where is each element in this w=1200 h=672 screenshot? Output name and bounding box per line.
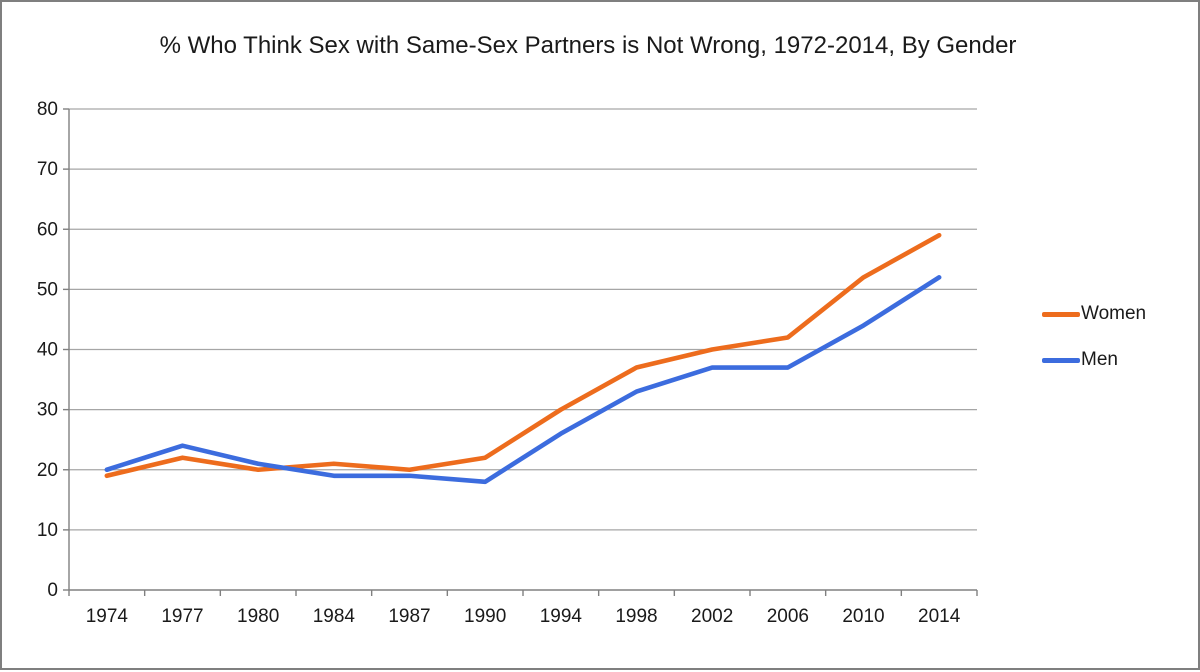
series-line-women xyxy=(104,232,942,479)
x-axis-label-1977: 1977 xyxy=(161,606,203,627)
y-axis-label-30: 30 xyxy=(37,400,58,421)
y-axis-label-10: 10 xyxy=(37,520,58,541)
y-axis-label-0: 0 xyxy=(47,580,58,601)
y-axis-label-70: 70 xyxy=(37,159,58,180)
y-axis-label-40: 40 xyxy=(37,340,58,361)
y-axis-label-60: 60 xyxy=(37,219,58,240)
legend-item-men: Men xyxy=(1042,349,1146,371)
y-axis-label-50: 50 xyxy=(37,279,58,300)
x-axis-label-1998: 1998 xyxy=(615,606,657,627)
y-axis-label-20: 20 xyxy=(37,460,58,481)
legend-label-men: Men xyxy=(1081,349,1118,370)
legend-label-women: Women xyxy=(1081,303,1147,324)
x-axis-label-1974: 1974 xyxy=(86,606,129,627)
x-axis-label-2006: 2006 xyxy=(767,606,809,627)
legend-swatch-men xyxy=(1042,357,1080,363)
legend: Women Men xyxy=(1042,303,1146,371)
x-axis-label-1990: 1990 xyxy=(464,606,506,627)
x-axis-label-2002: 2002 xyxy=(691,606,733,627)
x-axis-label-1994: 1994 xyxy=(540,606,583,627)
x-axis-label-1984: 1984 xyxy=(313,606,356,627)
chart-title: % Who Think Sex with Same-Sex Partners i… xyxy=(159,32,1017,59)
legend-item-women: Women xyxy=(1042,303,1146,325)
x-axis-label-2010: 2010 xyxy=(842,606,884,627)
y-axis-label-80: 80 xyxy=(37,99,58,120)
series-line-men xyxy=(104,275,942,485)
x-axis-label-1980: 1980 xyxy=(237,606,279,627)
x-axis-label-2014: 2014 xyxy=(918,606,961,627)
legend-swatch-women xyxy=(1042,311,1080,317)
x-axis-label-1987: 1987 xyxy=(388,606,430,627)
